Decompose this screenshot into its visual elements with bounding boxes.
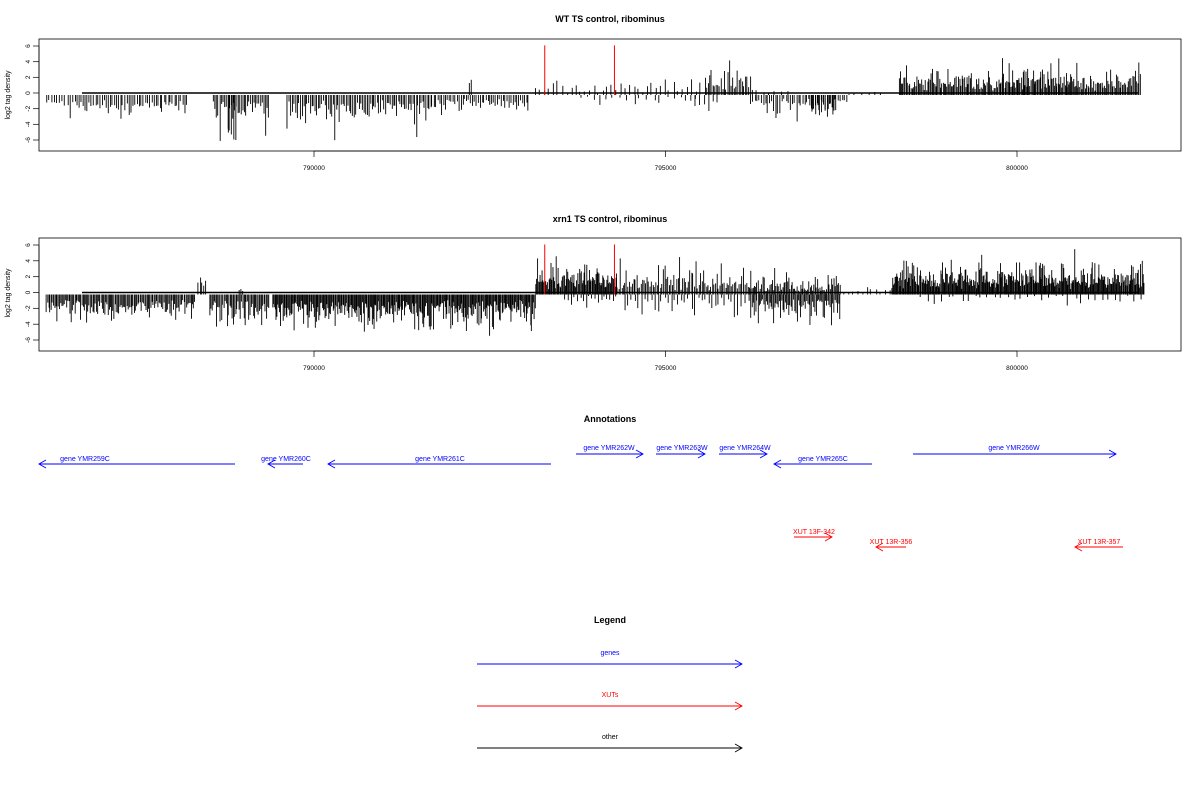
annotations-panel: Annotations gene YMR259C gene YMR260C ge… [38, 414, 1123, 552]
legend-arrow-head [734, 701, 743, 711]
legend-item-xuts: XUTs [477, 692, 743, 711]
gene-arrow-head [1108, 449, 1117, 459]
y-tick: -6 [25, 137, 39, 143]
panel-wt-bars [46, 45, 1141, 141]
y-tick: -2 [25, 105, 39, 112]
y-tick-label: -6 [25, 137, 32, 143]
gene-arrow: gene YMR259C [38, 456, 235, 469]
gene-arrow: gene YMR265C [773, 456, 872, 469]
panel-xrn1-x-axis: 790000 795000 800000 [303, 350, 1028, 372]
y-tick-label: -2 [25, 105, 32, 111]
panel-wt-x-axis: 790000 795000 800000 [303, 150, 1028, 172]
legend-label: XUTs [602, 692, 619, 699]
x-tick-label: 800000 [1006, 165, 1028, 172]
y-tick-label: -4 [25, 121, 32, 127]
y-tick-label: 2 [25, 75, 32, 79]
xut-arrow-head [1074, 542, 1083, 552]
gene-arrow-head [635, 449, 644, 459]
legend-label: other [602, 734, 619, 741]
panel-xrn1-title: xrn1 TS control, ribominus [553, 214, 668, 224]
gene-arrow: gene YMR264W [719, 445, 771, 459]
gene-arrow: gene YMR263W [656, 445, 708, 459]
gene-label: gene YMR259C [60, 456, 110, 463]
xut-arrow: XUT 13R-357 [1074, 539, 1123, 552]
y-tick: 2 [25, 275, 39, 279]
gene-arrow-head [267, 459, 276, 469]
y-tick: 0 [25, 290, 39, 294]
y-tick-label: 6 [25, 243, 32, 247]
x-tick-label: 795000 [655, 365, 677, 372]
annotations-title: Annotations [584, 414, 637, 424]
legend-item-genes: genes [477, 650, 743, 669]
y-tick-label: 0 [25, 290, 32, 294]
legend-panel: Legend genes XUTs other [477, 615, 743, 753]
legend-title: Legend [594, 615, 626, 625]
x-tick-label: 790000 [303, 165, 325, 172]
gene-arrow: gene YMR261C [327, 456, 551, 469]
panel-wt-ylabel: log2 tag density [5, 70, 12, 120]
y-tick-label: -4 [25, 321, 32, 327]
x-tick: 790000 [303, 351, 325, 372]
panel-wt-y-axis: 6 4 2 0 -2 -4 -6 [25, 44, 40, 143]
gene-label: gene YMR262W [583, 445, 635, 452]
y-tick: 4 [25, 259, 39, 263]
gene-arrow: gene YMR266W [913, 445, 1117, 459]
y-tick-label: -6 [25, 337, 32, 343]
legend-label: genes [600, 650, 620, 657]
y-tick: 6 [25, 44, 39, 48]
panel-xrn1: xrn1 TS control, ribominus log2 tag dens… [5, 214, 1182, 372]
gene-label: gene YMR264W [719, 445, 771, 452]
x-tick-label: 800000 [1006, 365, 1028, 372]
gene-label: gene YMR261C [415, 456, 465, 463]
x-tick-label: 795000 [655, 165, 677, 172]
x-tick-label: 790000 [303, 365, 325, 372]
xut-arrow-head [824, 532, 833, 542]
x-tick: 800000 [1006, 351, 1028, 372]
panel-xrn1-ylabel: log2 tag density [5, 268, 12, 318]
y-tick-label: -2 [25, 305, 32, 311]
panel-wt: WT TS control, ribominus log2 tag densit… [5, 14, 1182, 172]
xut-label: XUT 13F-342 [793, 529, 835, 536]
y-tick-label: 2 [25, 275, 32, 279]
y-tick-label: 6 [25, 44, 32, 48]
y-tick: 2 [25, 75, 39, 79]
y-tick: 4 [25, 60, 39, 64]
y-tick-label: 4 [25, 60, 32, 64]
y-tick-label: 0 [25, 91, 32, 95]
panel-xrn1-y-axis: 6 4 2 0 -2 -4 -6 [25, 243, 40, 343]
gene-label: gene YMR263W [656, 445, 708, 452]
xut-arrow: XUT 13F-342 [793, 529, 835, 542]
x-tick: 800000 [1006, 151, 1028, 172]
gene-arrow: gene YMR260C [261, 456, 311, 469]
panel-xrn1-bars [45, 244, 1145, 336]
y-tick: -4 [25, 121, 39, 127]
x-tick: 790000 [303, 151, 325, 172]
legend-item-other: other [477, 734, 743, 753]
gene-arrow-head [38, 459, 47, 469]
y-tick-label: 4 [25, 259, 32, 263]
xut-arrow-head [875, 542, 884, 552]
gene-arrow-head [759, 449, 768, 459]
legend-arrow-head [734, 659, 743, 669]
legend-arrow-head [734, 743, 743, 753]
xut-label: XUT 13R-356 [870, 539, 913, 546]
y-tick: -4 [25, 321, 39, 327]
gene-label: gene YMR266W [988, 445, 1040, 452]
xut-label: XUT 13R-357 [1078, 539, 1121, 546]
gene-arrow: gene YMR262W [576, 445, 644, 459]
y-tick: 0 [25, 91, 39, 95]
gene-label: gene YMR260C [261, 456, 311, 463]
y-tick: -2 [25, 305, 39, 311]
x-tick: 795000 [655, 351, 677, 372]
x-tick: 795000 [655, 151, 677, 172]
xut-arrow: XUT 13R-356 [870, 539, 913, 552]
y-tick: 6 [25, 243, 39, 247]
panel-wt-title: WT TS control, ribominus [555, 14, 665, 24]
y-tick: -6 [25, 337, 39, 343]
gene-label: gene YMR265C [798, 456, 848, 463]
gene-arrow-head [697, 449, 706, 459]
gene-arrow-head [327, 459, 336, 469]
gene-arrow-head [773, 459, 782, 469]
